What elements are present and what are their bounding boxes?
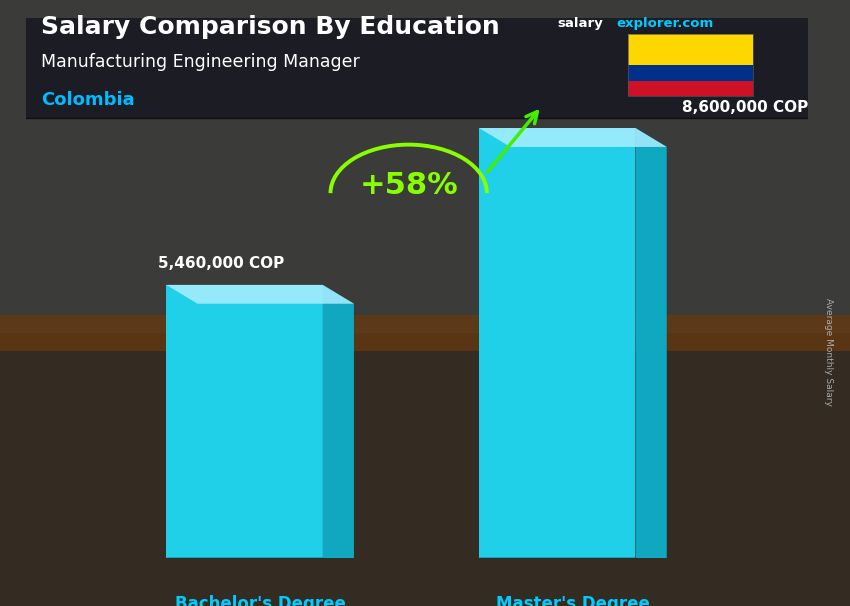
Bar <box>627 65 753 81</box>
Text: Master's Degree: Master's Degree <box>496 595 650 606</box>
Bar <box>627 81 753 96</box>
Bar <box>627 35 753 65</box>
Text: Colombia: Colombia <box>41 91 135 109</box>
Text: explorer.com: explorer.com <box>616 17 713 30</box>
Text: 5,460,000 COP: 5,460,000 COP <box>158 256 285 271</box>
Text: Salary Comparison By Education: Salary Comparison By Education <box>41 16 500 39</box>
Polygon shape <box>167 558 354 576</box>
FancyBboxPatch shape <box>18 5 815 118</box>
Text: Average Monthly Salary: Average Monthly Salary <box>824 298 833 405</box>
Polygon shape <box>636 128 666 576</box>
Text: Manufacturing Engineering Manager: Manufacturing Engineering Manager <box>41 53 360 72</box>
Text: Bachelor's Degree: Bachelor's Degree <box>174 595 346 606</box>
Text: salary: salary <box>558 17 603 30</box>
Text: +58%: +58% <box>360 171 458 200</box>
Polygon shape <box>323 285 354 576</box>
Polygon shape <box>167 285 323 558</box>
Text: 8,600,000 COP: 8,600,000 COP <box>683 99 808 115</box>
Polygon shape <box>479 128 666 147</box>
Bar <box>627 35 753 96</box>
Polygon shape <box>167 285 354 304</box>
Polygon shape <box>479 558 666 576</box>
Polygon shape <box>479 128 636 558</box>
